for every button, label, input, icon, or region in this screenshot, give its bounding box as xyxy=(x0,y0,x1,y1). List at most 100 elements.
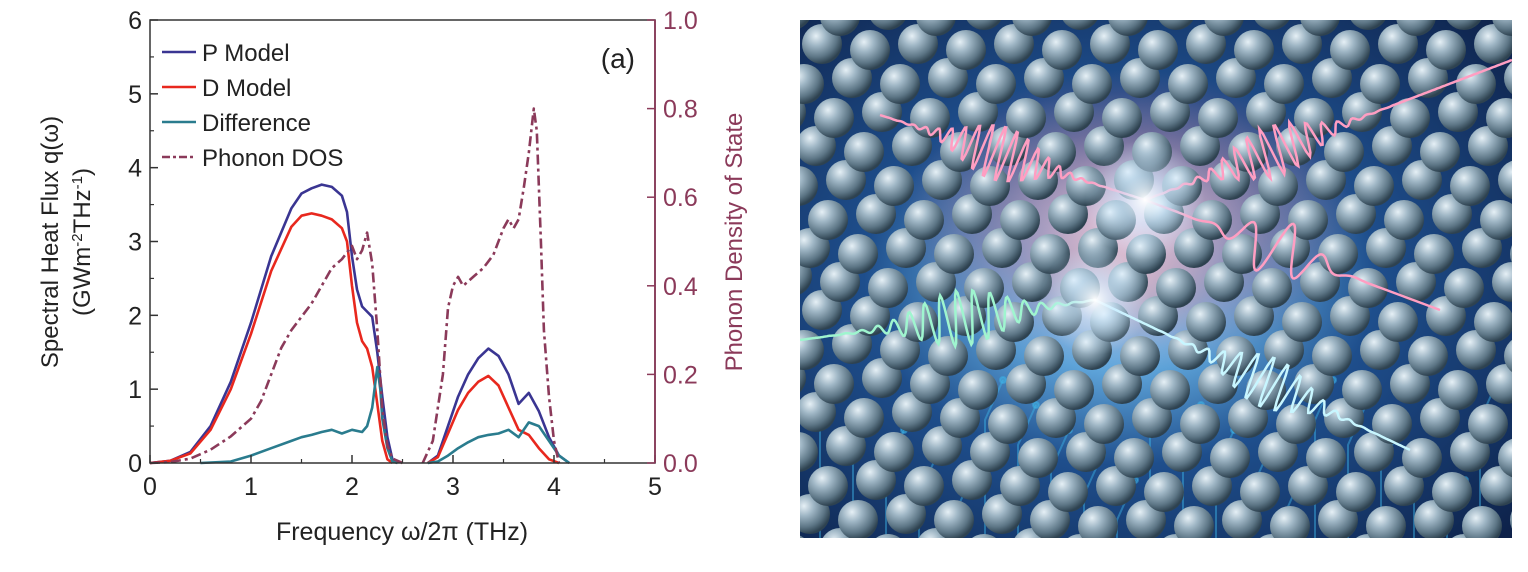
atom xyxy=(1254,20,1290,30)
atom xyxy=(800,432,818,472)
atom xyxy=(1168,64,1208,104)
atom xyxy=(1450,166,1490,206)
series-d-model-line-1 xyxy=(149,212,394,465)
atom xyxy=(868,268,908,308)
y-axis-label-line1: Spectral Heat Flux q(ω) xyxy=(37,116,64,368)
atom xyxy=(800,166,818,206)
atom xyxy=(966,20,1002,30)
y2-tick-label: 0.4 xyxy=(663,273,698,301)
atom xyxy=(910,98,950,138)
atom xyxy=(800,363,806,393)
illustration-svg xyxy=(800,20,1512,538)
atom xyxy=(1486,364,1512,404)
spectral-heat-flux-chart: 0 1 2 3 4 5 0 1 2 3 4 5 6 0.0 0.2 0.4 0.6 0.8 1.0 Freque… xyxy=(37,7,748,546)
y-unit-prefix: (GWm xyxy=(69,247,96,316)
atom xyxy=(1414,234,1454,274)
atom xyxy=(1270,506,1310,538)
y-tick-label: 2 xyxy=(128,302,142,330)
atom xyxy=(1438,370,1478,410)
atom xyxy=(1048,472,1088,512)
atom xyxy=(1384,200,1424,240)
atom xyxy=(1156,268,1196,308)
legend-label-d-model: D Model xyxy=(202,75,291,102)
atom xyxy=(808,200,848,240)
atom xyxy=(972,534,996,538)
atom xyxy=(1300,20,1340,36)
atom xyxy=(1158,20,1194,30)
atom xyxy=(1012,20,1052,36)
y2-axis-label: Phonon Density of State xyxy=(721,113,748,372)
y-tick-label: 0 xyxy=(128,450,142,478)
series-d-model-line-5 xyxy=(427,374,560,465)
atom xyxy=(934,234,974,274)
scatter-flare-center xyxy=(1040,245,1150,355)
wave-packet-cyan xyxy=(1094,298,1411,452)
atom xyxy=(1492,262,1512,302)
atom xyxy=(1120,336,1160,376)
atom xyxy=(1222,234,1262,274)
atom xyxy=(1024,336,1064,376)
atom xyxy=(1252,268,1292,308)
series-difference-line-6 xyxy=(427,421,570,465)
y2-tick-label: 0.6 xyxy=(663,184,698,212)
atom xyxy=(1264,64,1304,104)
x-tick-label: 1 xyxy=(244,473,258,501)
atom xyxy=(820,20,860,36)
atom xyxy=(1498,438,1512,478)
atom xyxy=(934,500,974,538)
atom xyxy=(916,20,956,36)
atom xyxy=(1480,200,1512,240)
atom xyxy=(844,398,884,438)
atom xyxy=(1216,336,1256,376)
y-tick-label: 1 xyxy=(128,376,142,404)
atom xyxy=(1276,404,1316,444)
y-tick-label: 4 xyxy=(128,155,142,183)
atom xyxy=(1408,336,1448,376)
atom xyxy=(1504,62,1512,94)
atom xyxy=(1114,438,1154,478)
x-tick-label: 0 xyxy=(143,473,157,501)
series-p-model-line-0 xyxy=(149,183,399,465)
y-tick-label: 6 xyxy=(128,7,142,35)
atom xyxy=(1402,438,1442,478)
atom xyxy=(1498,160,1512,200)
atom xyxy=(1240,472,1280,512)
atom xyxy=(1294,98,1334,138)
atom xyxy=(1138,30,1178,70)
atom xyxy=(1396,20,1436,36)
y2-tick-label: 0.2 xyxy=(663,361,698,389)
y2-tick-label: 0.0 xyxy=(663,450,698,478)
atom xyxy=(1456,64,1496,104)
atom xyxy=(800,64,824,104)
y-axis-unit-label: (GWm-2THz-1) xyxy=(69,168,97,316)
atom xyxy=(1000,200,1040,240)
atom xyxy=(1330,30,1370,70)
atom xyxy=(1474,24,1512,64)
atom xyxy=(1312,336,1352,376)
series-phonon-dos-line-3 xyxy=(149,231,404,465)
atom xyxy=(970,166,1010,206)
atom xyxy=(1018,438,1058,478)
atom xyxy=(1198,98,1238,138)
x-tick-label: 3 xyxy=(446,473,460,501)
atom xyxy=(808,466,848,506)
atom xyxy=(1480,466,1512,506)
atom xyxy=(1062,20,1098,30)
atom xyxy=(1102,98,1142,138)
y-axis-label: Spectral Heat Flux q(ω) xyxy=(37,116,64,368)
atom xyxy=(1174,506,1214,538)
atom xyxy=(1042,30,1082,70)
atom xyxy=(1354,166,1394,206)
atom xyxy=(838,234,878,274)
atom xyxy=(1336,472,1376,512)
atom xyxy=(1204,20,1244,36)
illustration-phonon-waves xyxy=(800,20,1512,538)
y2-tick-label: 0.8 xyxy=(663,96,698,124)
panel-label: (a) xyxy=(601,43,635,74)
atom xyxy=(1258,166,1298,206)
atom xyxy=(838,500,878,538)
y-unit-suffix: ) xyxy=(69,168,96,176)
atom xyxy=(800,535,804,538)
y-axis: 0 1 2 3 4 5 6 xyxy=(128,7,158,478)
atom xyxy=(1432,472,1472,512)
